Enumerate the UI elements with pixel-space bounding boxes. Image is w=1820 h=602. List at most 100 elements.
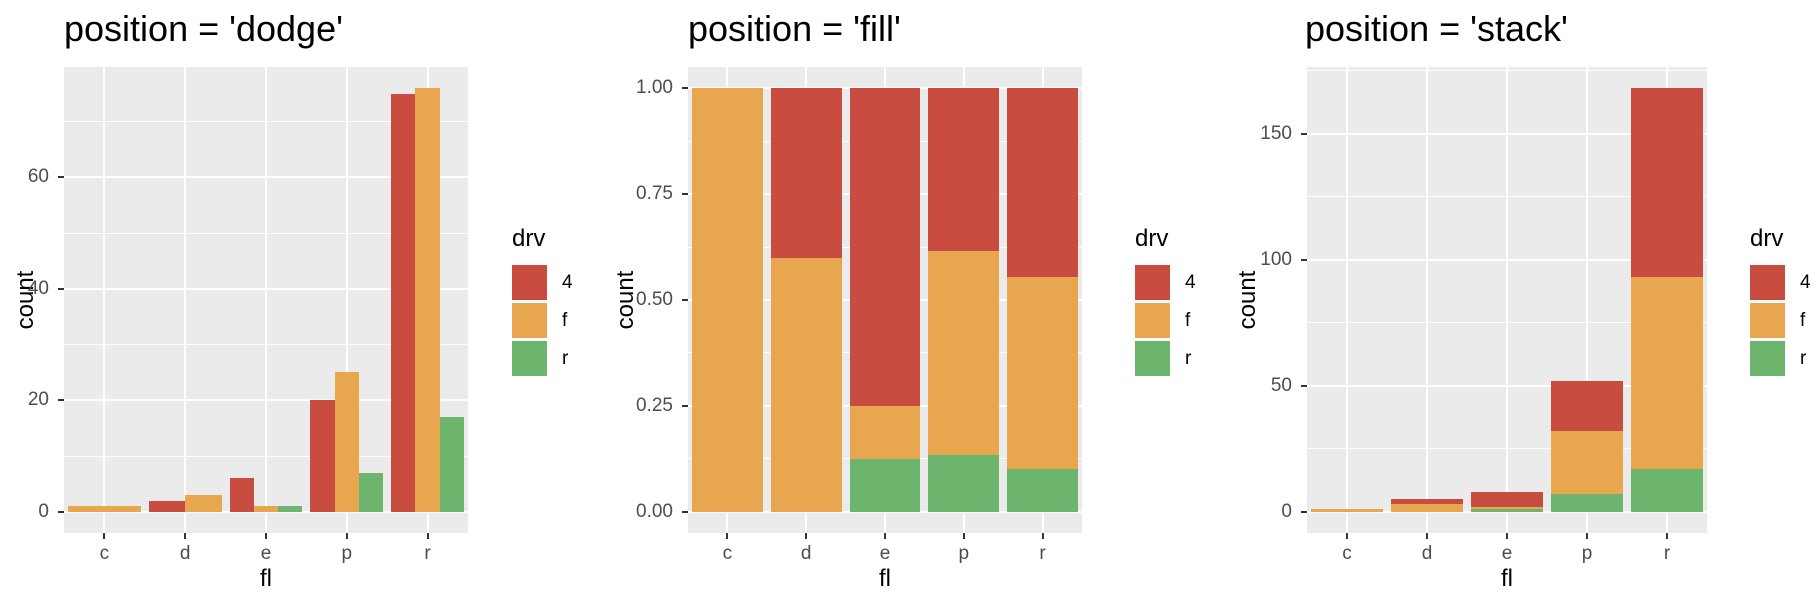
y-tick-label: 60 [27,166,49,188]
bar-segment-r-r [1631,468,1703,512]
legend: drv 4 f r [512,225,573,379]
bar-segment-e-4 [849,88,921,406]
legend-label: 4 [562,271,573,293]
legend-swatch-r [512,341,547,376]
x-tick-mark [1506,533,1508,539]
gridline-vertical [345,67,348,533]
x-tick-mark [1041,533,1044,539]
legend: drv 4 f r [1135,225,1196,379]
legend-entry-f: f [1750,303,1811,338]
legend: drv 4 f r [1750,225,1811,379]
legend-title: drv [1135,225,1169,252]
bar-segment-e-r [849,458,921,512]
gridline-vertical [1586,67,1588,533]
gridline-vertical [1426,67,1428,533]
bar-segment-p-f [1551,431,1623,495]
legend-label: r [1185,347,1192,369]
x-tick-mark [184,533,187,539]
y-tick-label: 0 [38,500,49,522]
legend-entry-f: f [512,303,573,338]
legend-label: f [562,309,568,331]
y-tick-label: 0.25 [636,394,673,416]
legend-entry-4: 4 [1135,265,1196,300]
bar-segment-d-4 [770,88,842,258]
legend-title: drv [512,225,546,252]
legend-entry-r: r [1135,341,1196,376]
legend-entry-4: 4 [1750,265,1811,300]
y-tick-mark [682,193,688,196]
y-tick-mark [1301,510,1307,513]
bar-segment-p-4 [928,88,1000,252]
x-tick-label: e [879,543,891,564]
bar-r-f [415,88,440,512]
bar-segment-c-f [1311,509,1383,512]
legend-swatch-r [1135,341,1170,376]
plot-title-stack: position = 'stack' [1305,8,1568,49]
gridline-vertical [265,67,267,533]
y-axis-title: count [1234,270,1261,330]
legend-swatch-4 [512,265,547,300]
y-tick-mark [682,404,688,407]
x-tick-mark [884,533,886,539]
x-tick-label: c [722,543,733,564]
legend-entry-r: r [512,341,573,376]
gridline-vertical [184,67,187,533]
bar-segment-r-4 [1007,88,1079,278]
x-tick-mark [1346,533,1348,539]
bar-segment-d-f [1391,504,1463,512]
y-tick-mark [1301,384,1307,387]
x-tick-label: e [260,543,272,564]
gridline-vertical [1346,67,1348,533]
x-axis-title: fl [879,565,891,592]
y-tick-mark [682,510,688,513]
legend-label: 4 [1800,271,1811,293]
bar-segment-e-f [1471,506,1543,510]
x-tick-label: d [179,543,191,564]
y-tick-mark [58,399,64,402]
y-tick-mark [682,299,688,301]
plot-panel [64,67,468,533]
x-tick-label: r [424,543,431,564]
bar-e-f [253,506,279,512]
y-tick-label: 40 [27,277,49,299]
x-tick-label: r [1039,543,1046,564]
bar-segment-c-f [691,88,763,512]
x-tick-mark [1666,533,1668,539]
bar-segment-p-f [928,251,1000,455]
x-tick-label: r [1663,543,1671,564]
bar-p-r [358,472,384,512]
y-tick-label: 0.00 [636,500,673,522]
bar-segment-p-r [928,454,1000,512]
bar-r-4 [391,93,416,512]
bar-segment-d-f [770,257,842,512]
x-tick-mark [426,533,429,539]
x-tick-mark [103,533,106,539]
legend-swatch-4 [1135,265,1170,300]
x-tick-label: c [99,543,110,564]
bar-r-r [439,417,464,512]
x-axis-title: fl [1501,565,1513,592]
y-tick-mark [58,287,64,290]
x-axis-title: fl [260,565,272,592]
y-tick-mark [1301,258,1307,261]
x-tick-label: e [1501,543,1513,564]
bar-p-f [334,372,359,512]
x-tick-mark [1586,533,1588,539]
x-tick-label: d [1421,543,1433,564]
plot-title-fill: position = 'fill' [688,8,901,49]
legend-label: f [1185,309,1191,331]
bar-e-4 [229,478,254,512]
x-tick-mark [726,533,729,539]
y-tick-label: 0.75 [636,183,673,205]
y-tick-label: 1.00 [636,77,673,99]
x-tick-mark [805,533,808,539]
y-tick-label: 0.50 [636,289,673,310]
y-tick-mark [58,510,64,513]
facet-fill: position = 'fill' count fl drv 4 f r 0.0… [600,0,1200,602]
x-tick-mark [345,533,348,539]
legend-entry-f: f [1135,303,1196,338]
bar-segment-r-f [1007,277,1079,469]
x-tick-label: c [1342,543,1352,564]
y-tick-label: 50 [1270,374,1292,396]
